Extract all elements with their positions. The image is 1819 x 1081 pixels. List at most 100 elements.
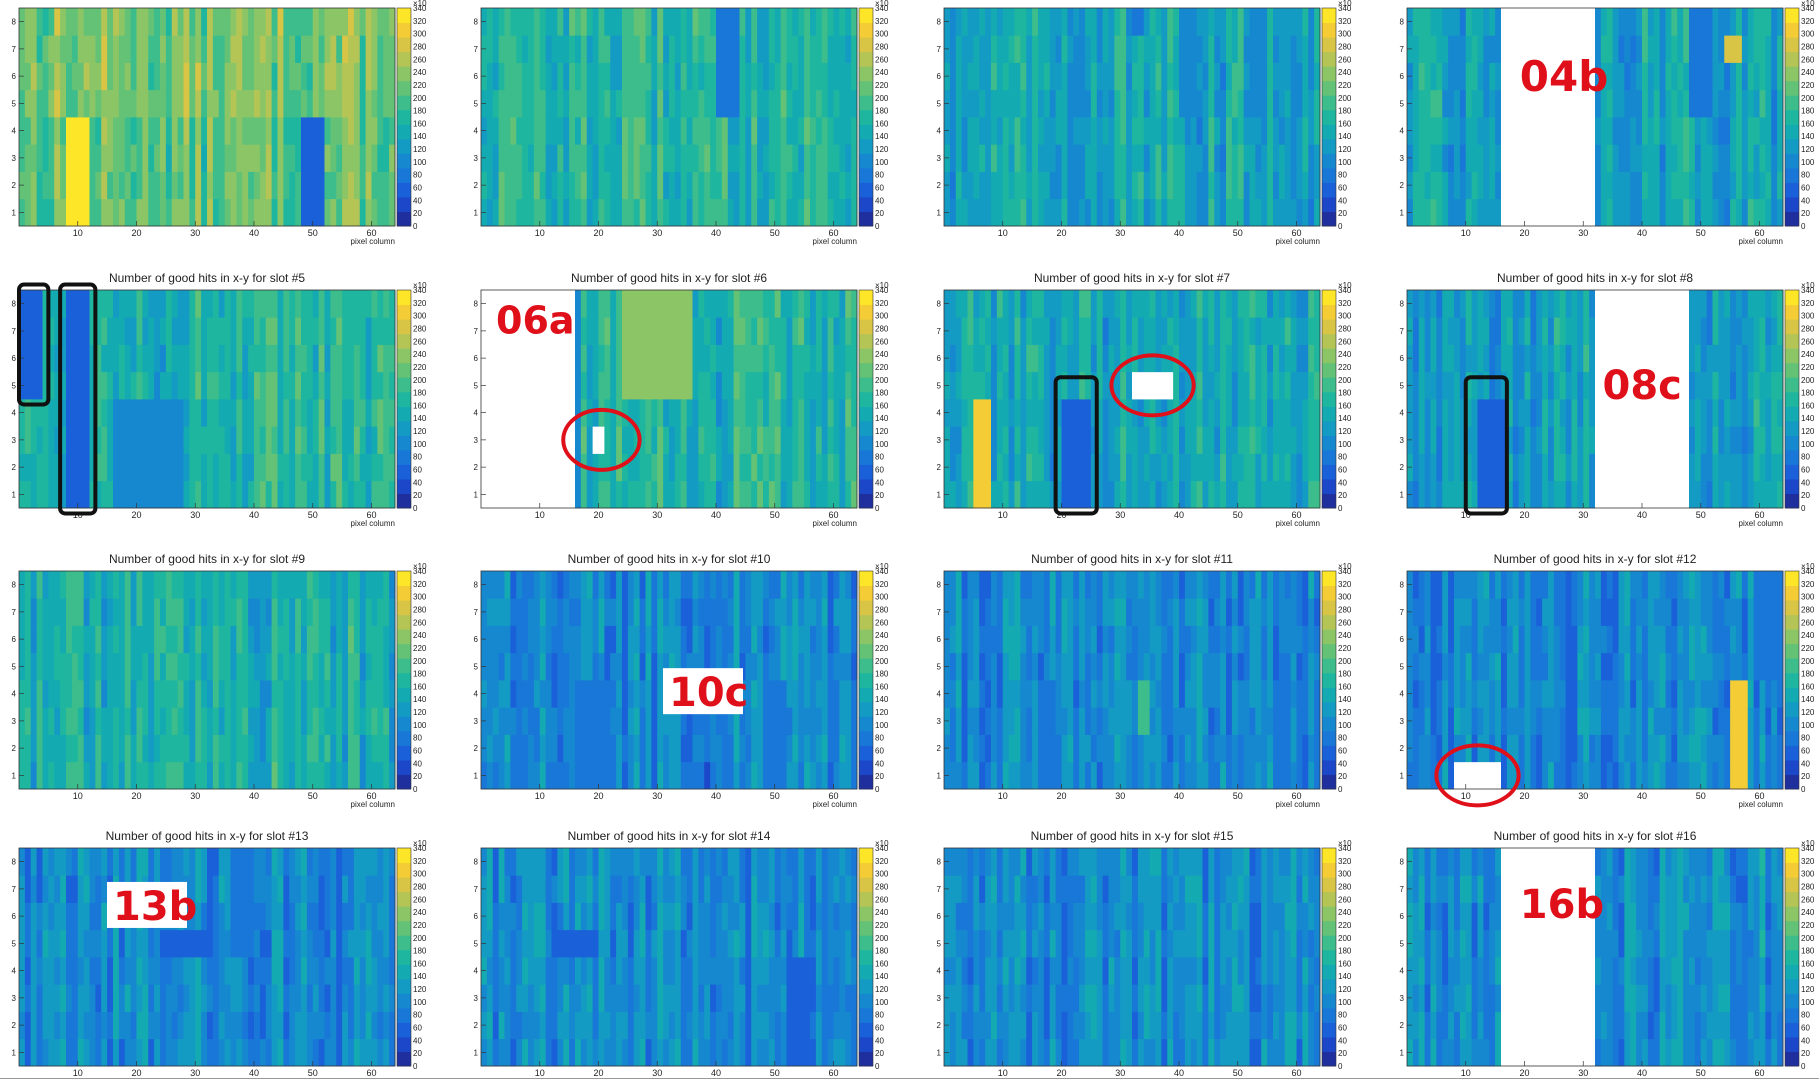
heatmap-cell <box>985 290 992 318</box>
heatmap-cell <box>1712 35 1719 63</box>
heatmap-cell <box>60 89 67 118</box>
heatmap-cell <box>580 426 588 454</box>
heatmap-cell <box>1565 35 1572 63</box>
heatmap-cell <box>1055 8 1062 36</box>
heatmap-cell <box>71 652 79 681</box>
heatmap-cell <box>1314 344 1321 373</box>
colorbar-tick-label: 160 <box>875 401 889 410</box>
heatmap-cell <box>1747 89 1755 118</box>
heatmap-cell <box>533 171 541 200</box>
heatmap-cell <box>1120 198 1127 227</box>
heatmap-cell <box>721 453 729 482</box>
heatmap-cell <box>1255 89 1262 118</box>
heatmap-cell <box>336 198 343 227</box>
heatmap-cell <box>1630 317 1637 345</box>
heatmap-cell <box>1085 426 1092 454</box>
heatmap-cell <box>1489 144 1496 172</box>
heatmap-cell <box>557 62 564 91</box>
heatmap-cell <box>71 35 79 63</box>
colorbar-tick-label: 40 <box>875 196 884 205</box>
heatmap-cell <box>1736 344 1743 373</box>
heatmap-cell <box>1659 290 1666 318</box>
heatmap-cell <box>1730 317 1737 345</box>
heatmap-cell <box>212 35 220 63</box>
heatmap-cell <box>1014 89 1021 118</box>
heatmap-cell <box>967 426 974 454</box>
heatmap-cell <box>955 480 963 509</box>
heatmap-cell <box>1653 371 1661 400</box>
heatmap-cell <box>318 144 325 172</box>
heatmap-cell <box>510 453 517 482</box>
heatmap-cell <box>318 453 325 482</box>
heatmap-cell <box>189 571 196 599</box>
heatmap-cell <box>598 480 605 509</box>
heatmap-cell <box>1436 62 1443 91</box>
heatmap-cell <box>1718 144 1725 172</box>
heatmap-cell <box>136 480 143 509</box>
colorbar-segment <box>1322 290 1336 306</box>
heatmap-cell <box>1589 8 1596 36</box>
heatmap-cell <box>66 8 73 36</box>
x-tick-label: 60 <box>828 510 838 520</box>
heatmap-cell <box>1278 35 1286 63</box>
heatmap-cell <box>342 198 349 227</box>
heatmap-cell <box>763 117 770 145</box>
heatmap-cell <box>1477 426 1484 454</box>
heatmap-cell <box>1032 344 1039 373</box>
heatmap-cell <box>539 480 547 509</box>
heatmap-cell <box>533 198 541 227</box>
heatmap-cell <box>610 144 617 172</box>
heatmap-cell <box>692 144 699 172</box>
heatmap-cell <box>142 680 149 708</box>
heatmap-cell <box>1014 171 1021 200</box>
colorbar-tick-label: 80 <box>413 171 422 180</box>
heatmap-cell <box>60 35 67 63</box>
heatmap-cell <box>833 344 840 373</box>
heatmap-cell <box>195 652 202 681</box>
heatmap-cell <box>1665 290 1672 318</box>
heatmap-cell <box>1412 198 1420 227</box>
heatmap-cell <box>218 317 226 345</box>
colorbar-segment <box>1785 420 1799 436</box>
heatmap-cell <box>991 371 998 400</box>
heatmap-cell <box>1049 89 1057 118</box>
heatmap-cell <box>1296 89 1303 118</box>
heatmap-cell <box>616 290 623 318</box>
heatmap-cell <box>301 62 308 91</box>
heatmap-cell <box>1618 317 1625 345</box>
heatmap-cell <box>1020 480 1027 509</box>
heatmap-cell <box>148 680 155 708</box>
heatmap-cell <box>751 399 758 427</box>
heatmap-cell <box>171 8 179 36</box>
colorbar-tick-label: 240 <box>875 350 889 359</box>
heatmap-cell <box>383 399 390 427</box>
heatmap-cell <box>1465 426 1473 454</box>
heatmap-cell <box>1196 453 1203 482</box>
heatmap-cell <box>1518 62 1525 91</box>
heatmap-cell <box>1096 480 1104 509</box>
heatmap-cell <box>1559 117 1567 145</box>
heatmap-cell <box>1747 290 1755 318</box>
heatmap-cell <box>1548 399 1555 427</box>
heatmap-cell <box>60 317 67 345</box>
heatmap-cell <box>1524 144 1531 172</box>
heatmap-cell <box>1518 426 1525 454</box>
heatmap-cell <box>1290 426 1297 454</box>
heatmap-cell <box>692 89 699 118</box>
heatmap-cell <box>271 426 278 454</box>
y-tick-label: 2 <box>937 181 942 190</box>
heatmap-cell <box>1296 453 1303 482</box>
heatmap-cell <box>955 8 963 36</box>
heatmap-cell <box>991 198 998 227</box>
heatmap-cell <box>271 8 278 36</box>
heatmap-cell <box>236 317 243 345</box>
heatmap-cell <box>1548 290 1555 318</box>
heatmap-cell <box>207 652 214 681</box>
heatmap-cell <box>30 625 38 654</box>
x-tick-label: 30 <box>190 228 200 238</box>
heatmap-cell <box>66 761 73 790</box>
heatmap-cell <box>1647 344 1655 373</box>
colorbar-tick-label: 260 <box>1338 55 1352 64</box>
heatmap-cell <box>1114 371 1121 400</box>
y-tick-label: 4 <box>1400 127 1405 136</box>
